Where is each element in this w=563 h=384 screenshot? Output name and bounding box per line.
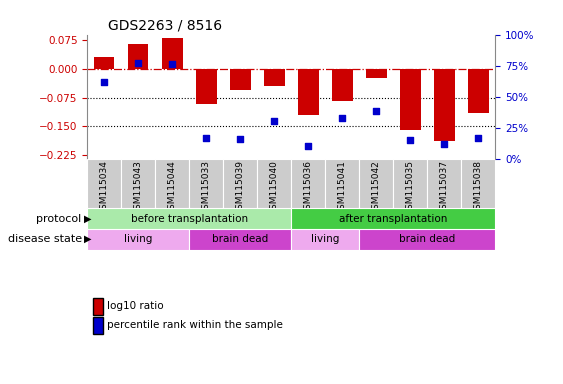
Point xyxy=(440,141,449,147)
Text: brain dead: brain dead xyxy=(399,234,455,244)
Point xyxy=(304,143,313,149)
Text: GSM115035: GSM115035 xyxy=(406,160,415,215)
Bar xyxy=(298,69,319,115)
Point xyxy=(406,137,415,143)
Text: percentile rank within the sample: percentile rank within the sample xyxy=(107,320,283,330)
Bar xyxy=(427,159,462,208)
Text: GSM115038: GSM115038 xyxy=(474,160,483,215)
Text: before transplantation: before transplantation xyxy=(131,214,248,223)
Bar xyxy=(434,69,455,141)
Text: brain dead: brain dead xyxy=(212,234,269,244)
Point xyxy=(236,136,245,142)
Point xyxy=(474,134,483,141)
Bar xyxy=(189,229,292,250)
Point xyxy=(372,108,381,114)
Bar xyxy=(359,229,495,250)
Text: GSM115034: GSM115034 xyxy=(100,160,109,215)
Text: GSM115041: GSM115041 xyxy=(338,160,347,215)
Text: GSM115043: GSM115043 xyxy=(134,160,143,215)
Text: after transplantation: after transplantation xyxy=(339,214,448,223)
Bar xyxy=(87,159,121,208)
Bar xyxy=(468,69,489,113)
Bar xyxy=(332,69,352,101)
Point xyxy=(134,60,143,66)
Text: GSM115037: GSM115037 xyxy=(440,160,449,215)
Text: protocol: protocol xyxy=(37,214,82,223)
Text: GSM115044: GSM115044 xyxy=(168,160,177,215)
Text: GSM115039: GSM115039 xyxy=(236,160,245,215)
Point xyxy=(100,79,109,85)
Bar xyxy=(292,208,495,229)
Text: ▶: ▶ xyxy=(84,234,92,244)
Bar xyxy=(224,159,257,208)
Text: disease state: disease state xyxy=(7,234,82,244)
Bar xyxy=(359,159,394,208)
Bar xyxy=(189,159,224,208)
Text: ▶: ▶ xyxy=(84,214,92,223)
Bar xyxy=(155,159,189,208)
Text: GSM115033: GSM115033 xyxy=(202,160,211,215)
Bar xyxy=(325,159,359,208)
Bar xyxy=(366,69,387,78)
Bar xyxy=(121,159,155,208)
Text: living: living xyxy=(124,234,153,244)
Bar xyxy=(196,69,217,104)
Text: living: living xyxy=(311,234,339,244)
Bar xyxy=(230,69,251,90)
Text: GSM115036: GSM115036 xyxy=(304,160,313,215)
Text: GDS2263 / 8516: GDS2263 / 8516 xyxy=(108,18,222,32)
Bar xyxy=(162,38,182,69)
Bar xyxy=(292,229,359,250)
Bar xyxy=(292,159,325,208)
Text: GSM115040: GSM115040 xyxy=(270,160,279,215)
Point xyxy=(202,134,211,141)
Point xyxy=(338,114,347,121)
Bar xyxy=(394,159,427,208)
Bar xyxy=(257,159,292,208)
Bar xyxy=(94,57,114,69)
Bar xyxy=(128,44,149,69)
Point xyxy=(168,61,177,68)
Bar xyxy=(87,229,189,250)
Text: log10 ratio: log10 ratio xyxy=(107,301,164,311)
Point xyxy=(270,118,279,124)
Bar xyxy=(264,69,284,86)
Text: GSM115042: GSM115042 xyxy=(372,160,381,215)
Bar xyxy=(462,159,495,208)
Bar xyxy=(87,208,292,229)
Bar xyxy=(400,69,421,130)
